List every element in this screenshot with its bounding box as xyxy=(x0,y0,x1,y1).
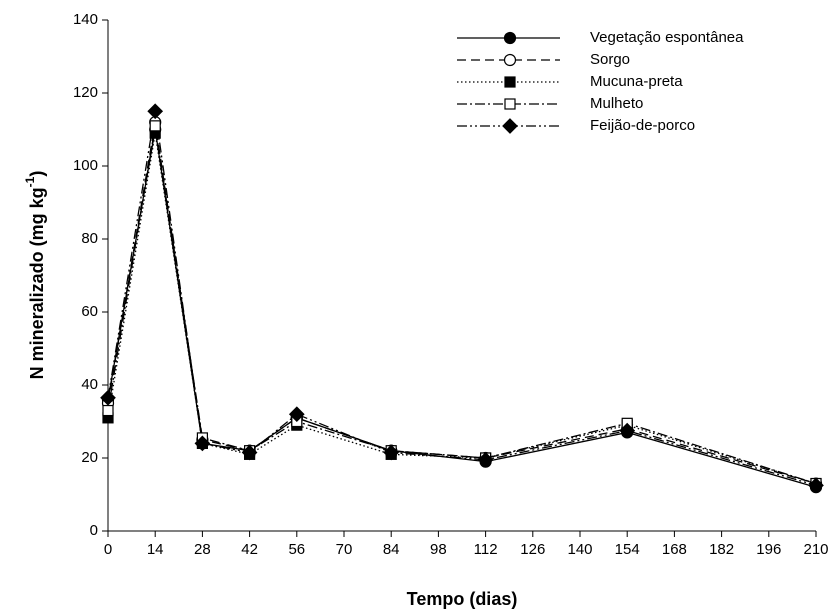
x-tick-label: 14 xyxy=(147,541,164,558)
marker xyxy=(288,406,305,423)
legend-marker xyxy=(502,118,518,134)
series-line xyxy=(107,125,817,485)
legend-label: Feijão-de-porco xyxy=(590,117,695,134)
y-label-text: N mineralizado (mg kg xyxy=(27,187,47,379)
y-tick-label: 100 xyxy=(73,157,98,174)
legend-label: Vegetação espontânea xyxy=(590,29,744,46)
legend-label: Mucuna-preta xyxy=(590,73,683,90)
x-tick-label: 0 xyxy=(104,541,112,558)
x-axis-label: Tempo (dias) xyxy=(407,589,518,609)
y-tick-label: 140 xyxy=(73,11,98,28)
x-tick-label: 70 xyxy=(336,541,353,558)
legend-marker xyxy=(504,76,516,88)
legend-marker xyxy=(503,31,517,45)
x-tick-label: 84 xyxy=(383,541,400,558)
y-tick-label: 60 xyxy=(81,303,98,320)
x-tick-label: 56 xyxy=(288,541,305,558)
x-tick-label: 168 xyxy=(662,541,687,558)
y-tick-label: 120 xyxy=(73,84,98,101)
x-tick-label: 154 xyxy=(615,541,640,558)
y-label-sup: -1 xyxy=(23,176,37,187)
y-axis-label: N mineralizado (mg kg-1) xyxy=(23,171,47,380)
y-tick-label: 40 xyxy=(81,376,98,393)
marker xyxy=(147,103,164,120)
marker xyxy=(194,435,211,452)
x-tick-label: 210 xyxy=(803,541,828,558)
series-line xyxy=(107,129,817,488)
y-tick-label: 0 xyxy=(90,522,98,539)
legend-marker xyxy=(503,53,517,67)
series-line xyxy=(107,133,817,485)
x-tick-label: 112 xyxy=(474,541,498,558)
x-tick-label: 98 xyxy=(430,541,447,558)
x-tick-label: 42 xyxy=(241,541,258,558)
x-tick-label: 28 xyxy=(194,541,211,558)
x-tick-label: 196 xyxy=(756,541,781,558)
legend-label: Mulheto xyxy=(590,95,643,112)
marker xyxy=(149,120,161,132)
y-tick-label: 80 xyxy=(81,230,98,247)
legend-label: Sorgo xyxy=(590,51,630,68)
y-label-end: ) xyxy=(27,171,47,177)
marker xyxy=(808,477,824,494)
marker xyxy=(102,404,114,417)
marker xyxy=(383,444,400,461)
series-line xyxy=(107,111,817,486)
marker xyxy=(477,451,494,468)
legend-marker xyxy=(504,98,516,110)
y-tick-label: 20 xyxy=(81,449,98,466)
series-line xyxy=(107,122,817,485)
marker xyxy=(619,422,636,439)
marker xyxy=(241,444,258,461)
marker xyxy=(100,389,116,406)
x-tick-label: 126 xyxy=(520,541,545,558)
x-tick-label: 140 xyxy=(567,541,592,558)
x-tick-label: 182 xyxy=(709,541,734,558)
